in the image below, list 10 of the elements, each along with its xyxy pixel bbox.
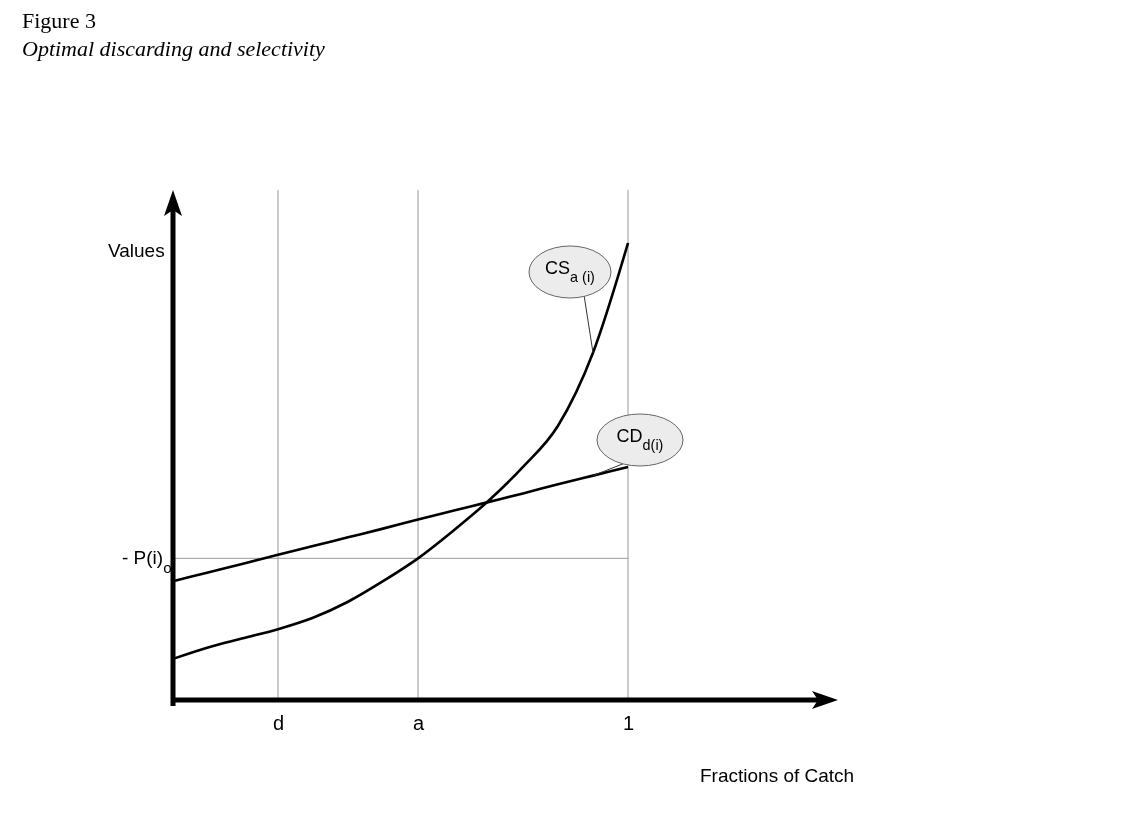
series-label: CD$_{d(i)}$ <box>616 426 664 453</box>
x-tick-label: 1 <box>622 712 635 735</box>
x-tick-label: d <box>272 712 285 735</box>
chart-title: Figure 3 <box>22 8 96 33</box>
series-label: CS$_{a (i)}$ <box>545 258 595 285</box>
y-axis-title: Values <box>108 240 165 261</box>
ref-line-label: - P(i)$_{o}$ <box>122 547 172 576</box>
chart-subtitle: Optimal discarding and selectivity <box>22 36 326 61</box>
x-tick-label: a <box>412 712 425 735</box>
x-axis-title: Fractions of Catch <box>700 765 855 786</box>
